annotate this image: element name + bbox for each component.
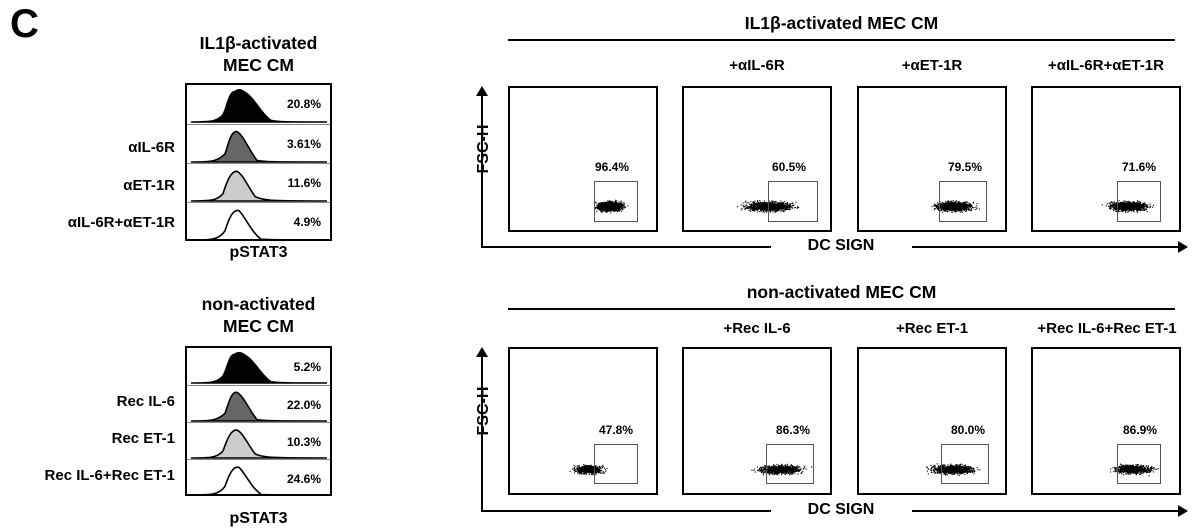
y-axis-line <box>481 95 483 247</box>
histogram-lane: 10.3% <box>187 422 330 459</box>
histogram-title-line2: MEC CM <box>223 55 294 75</box>
flow-scatter <box>926 463 981 476</box>
flow-gate <box>1117 181 1161 222</box>
flow-gate <box>1117 444 1161 484</box>
histogram-curve <box>190 209 328 241</box>
histogram-row-label: Rec IL-6 <box>116 393 175 410</box>
histogram-row-label: αIL-6R <box>128 139 175 156</box>
histogram-stack: 5.2% 22.0% 10.3% 24.6% <box>185 346 332 496</box>
y-axis-label: FSC-H <box>475 124 492 174</box>
flow-gate-percent: 79.5% <box>948 160 983 174</box>
histogram-curve <box>190 429 328 459</box>
flow-scatter <box>736 200 800 213</box>
histogram-lane: 5.2% <box>187 348 330 384</box>
flow-scatter <box>594 199 629 214</box>
histogram-percent: 24.6% <box>286 472 321 486</box>
flow-plot: 79.5% <box>857 86 1007 232</box>
flow-plot: 86.9% <box>1031 347 1181 495</box>
histogram-percent: 20.8% <box>286 97 321 111</box>
x-axis-label: DC SIGN <box>807 501 875 518</box>
histogram-percent: 10.3% <box>286 435 321 449</box>
flow-gate-percent: 86.3% <box>776 423 811 437</box>
x-axis-arrow <box>1178 241 1188 253</box>
histogram-x-label: pSTAT3 <box>229 244 288 261</box>
histogram-curve <box>190 89 328 123</box>
flow-plot: 80.0% <box>857 347 1007 495</box>
histogram-title: non-activated MEC CM <box>185 293 332 337</box>
x-axis-line-right <box>912 246 1182 248</box>
histogram-lane: 22.0% <box>187 385 330 422</box>
y-axis-label: FSC-H <box>475 386 492 436</box>
flow-gate-percent: 96.4% <box>595 160 630 174</box>
histogram-row-label: Rec ET-1 <box>111 430 175 447</box>
histogram-lane: 3.61% <box>187 124 330 163</box>
x-axis-label: DC SIGN <box>807 237 875 254</box>
histogram-lane: 11.6% <box>187 163 330 202</box>
flow-scatter <box>931 200 981 213</box>
histogram-curve <box>190 130 328 163</box>
flow-gate <box>939 181 987 222</box>
flow-column-title: +Rec ET-1 <box>895 320 969 337</box>
histogram-lane: 20.8% <box>187 85 330 123</box>
histogram-title-line1: non-activated <box>201 294 316 314</box>
histogram-x-label: pSTAT3 <box>229 510 288 527</box>
flow-column-title: +αIL-6R+αET-1R <box>1048 57 1164 74</box>
y-axis-arrow <box>476 347 488 357</box>
histogram-curve <box>190 391 328 422</box>
flow-scatter <box>1101 200 1154 213</box>
flow-plot: 86.3% <box>682 347 832 495</box>
flow-group-line <box>508 39 1175 41</box>
panel-letter: C <box>10 2 39 46</box>
flow-gate <box>594 181 638 222</box>
flow-plot: 96.4% <box>508 86 658 232</box>
flow-scatter <box>751 463 813 476</box>
histogram-title-line2: MEC CM <box>223 316 294 336</box>
flow-plot: 71.6% <box>1031 86 1181 232</box>
flow-gate-percent: 47.8% <box>599 423 634 437</box>
histogram-curve <box>190 466 328 496</box>
flow-gate <box>941 444 989 484</box>
flow-column-title: +Rec IL-6 <box>723 320 791 337</box>
flow-group-title: non-activated MEC CM <box>746 282 937 302</box>
flow-gate-percent: 80.0% <box>951 423 986 437</box>
flow-gate <box>766 444 814 484</box>
flow-gate-percent: 60.5% <box>772 160 807 174</box>
flow-gate <box>594 444 638 484</box>
flow-column-title: +αET-1R <box>901 57 963 74</box>
flow-group-title: IL1β-activated MEC CM <box>744 13 939 33</box>
histogram-percent: 3.61% <box>286 137 321 151</box>
flow-gate <box>768 181 818 222</box>
histogram-curve <box>190 351 328 384</box>
flow-plot: 60.5% <box>682 86 832 232</box>
flow-gate-percent: 86.9% <box>1123 423 1158 437</box>
y-axis-line <box>481 356 483 511</box>
x-axis-line-right <box>912 510 1182 512</box>
histogram-curve <box>190 170 328 202</box>
histogram-percent: 11.6% <box>287 176 321 190</box>
histogram-percent: 22.0% <box>286 398 321 412</box>
histogram-title-line1: IL1β-activated <box>199 33 318 53</box>
x-axis-line-left <box>481 510 771 512</box>
histogram-row-label: αIL-6R+αET-1R <box>67 214 175 231</box>
histogram-percent: 5.2% <box>293 360 321 374</box>
flow-scatter <box>569 464 608 476</box>
flow-gate-percent: 71.6% <box>1122 160 1157 174</box>
histogram-stack: 20.8% 3.61% 11.6% 4.9% <box>185 83 332 241</box>
flow-column-title: +Rec IL-6+Rec ET-1 <box>1037 320 1177 337</box>
histogram-lane: 24.6% <box>187 459 330 496</box>
flow-plot: 47.8% <box>508 347 658 495</box>
histogram-percent: 4.9% <box>293 215 321 229</box>
x-axis-arrow <box>1178 505 1188 517</box>
histogram-row-label: αET-1R <box>123 177 175 194</box>
flow-group-line <box>508 308 1175 310</box>
histogram-lane: 4.9% <box>187 202 330 241</box>
x-axis-line-left <box>481 246 771 248</box>
y-axis-arrow <box>476 86 488 96</box>
flow-scatter <box>1109 463 1160 477</box>
flow-column-title: +αIL-6R <box>729 57 785 74</box>
histogram-row-label: Rec IL-6+Rec ET-1 <box>44 467 175 484</box>
histogram-title: IL1β-activated MEC CM <box>185 32 332 76</box>
